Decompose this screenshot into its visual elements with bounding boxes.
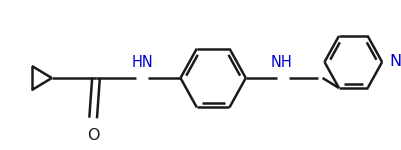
Text: O: O bbox=[87, 128, 99, 143]
Text: NH: NH bbox=[270, 55, 292, 70]
Text: N: N bbox=[390, 54, 401, 69]
Text: HN: HN bbox=[131, 55, 153, 70]
